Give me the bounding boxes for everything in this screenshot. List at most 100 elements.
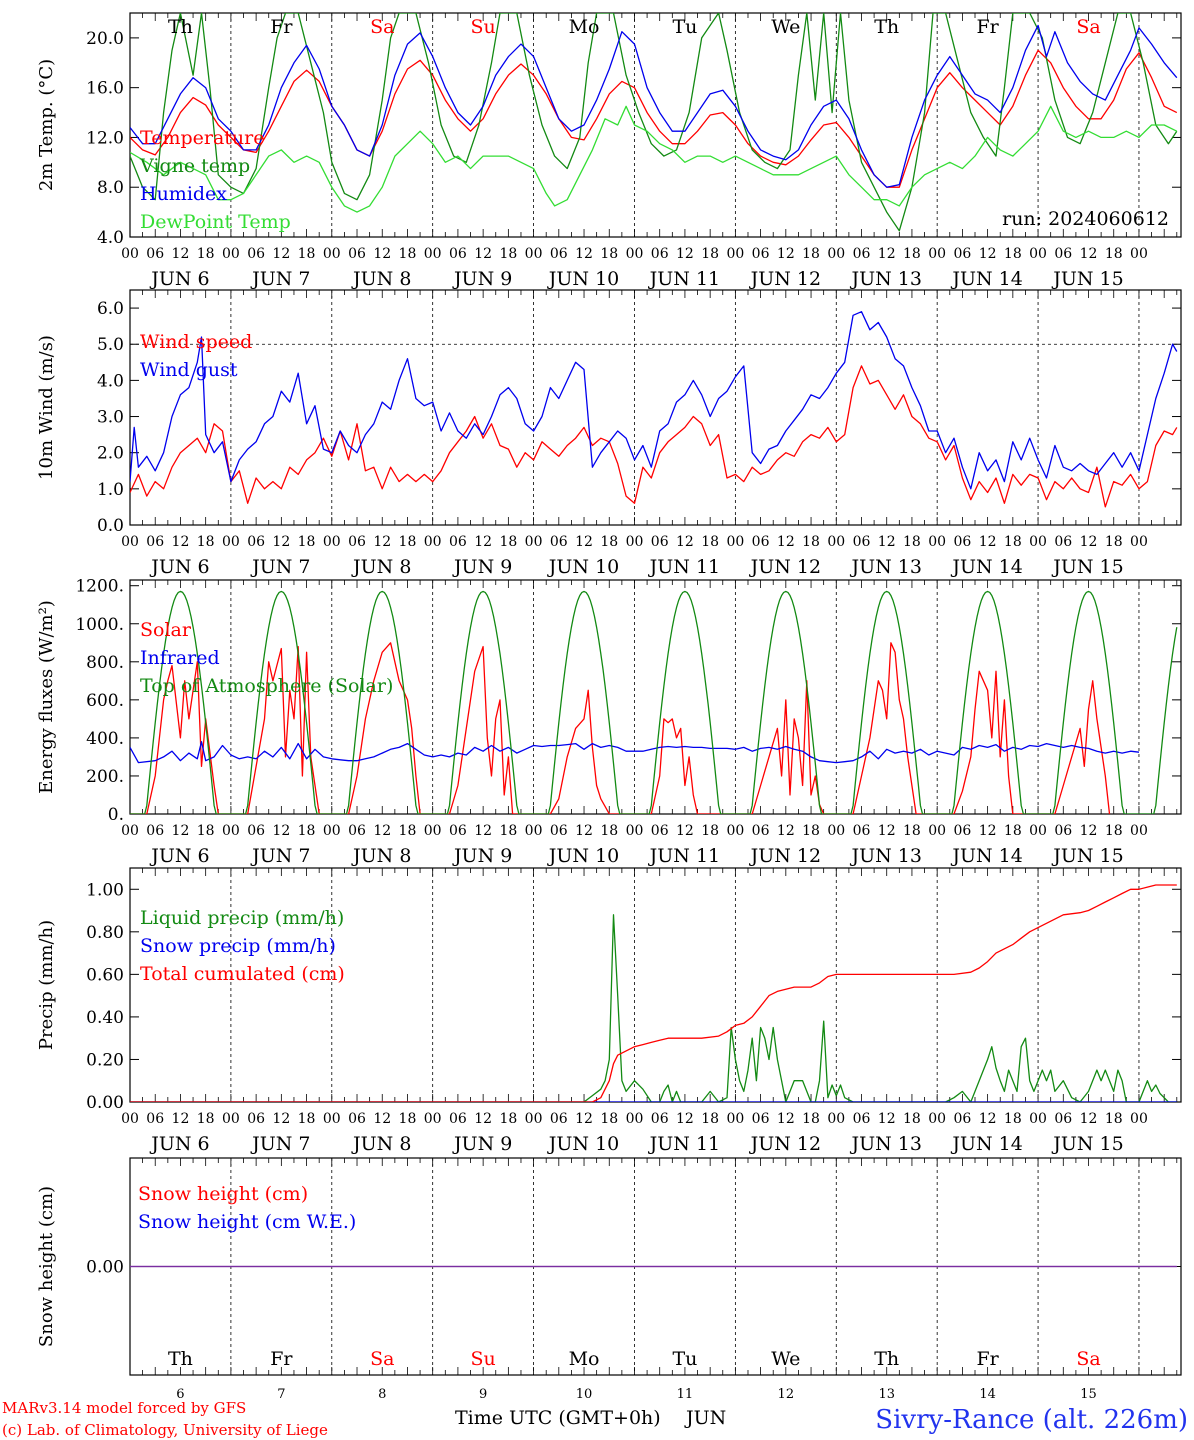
day-number-label: 7 [277,1387,285,1402]
hour-tick-label: 12 [272,534,290,550]
hour-tick-label: 00 [525,1111,543,1127]
date-tick-label: JUN 15 [1051,1133,1123,1155]
hour-tick-label: 12 [474,534,492,550]
series-line-vigne-temp [130,13,1178,232]
hour-tick-label: 06 [146,1111,164,1127]
hour-tick-label: 06 [550,246,568,262]
weekday-label: Tu [672,16,697,38]
weekday-label: Th [874,16,899,38]
y-axis-label: 10m Wind (m/s) [36,335,57,480]
y-tick-label: 600. [86,691,124,711]
plot-frame [129,867,1182,1103]
date-tick-label: JUN 15 [1051,268,1123,290]
hour-tick-label: 12 [979,823,997,839]
date-tick-label: JUN 12 [749,268,821,290]
hour-tick-label: 06 [953,823,971,839]
hour-tick-label: 06 [146,246,164,262]
series-line-dewpoint-temp [130,105,1178,213]
series-group [130,590,1178,814]
hour-tick-label: 06 [953,246,971,262]
plot-frame [129,12,1182,238]
date-tick-label: JUN 7 [250,556,310,578]
y-tick-label: 4.0 [97,228,124,248]
hour-tick-label: 18 [600,246,618,262]
hour-tick-label: 06 [449,534,467,550]
hour-tick-label: 12 [777,1111,795,1127]
legend-entry: Humidex [140,183,227,205]
hour-tick-label: 06 [348,1111,366,1127]
hour-tick-label: 06 [953,534,971,550]
y-tick-label: 0.60 [86,965,124,985]
hour-tick-label: 18 [399,534,417,550]
date-tick-label: JUN 13 [849,556,921,578]
hour-tick-label: 18 [903,1111,921,1127]
hour-tick-label: 12 [1080,246,1098,262]
weekday-label: Su [471,1348,496,1370]
hour-tick-label: 06 [550,534,568,550]
chart-panel-3: 0. 200. 400. 600. 800. 1000. 1200. Energy fluxe… [36,577,1182,867]
day-number-label: 8 [378,1387,386,1402]
hour-tick-label: 18 [399,246,417,262]
legend-entry: DewPoint Temp [140,211,291,233]
hour-tick-label: 12 [272,1111,290,1127]
hour-tick-label: 18 [1004,1111,1022,1127]
weekday-label: Mo [569,16,600,38]
hour-tick-label: 12 [575,246,593,262]
hour-tick-label: 12 [172,823,190,839]
hour-tick-label: 00 [1130,534,1148,550]
date-tick-label: JUN 11 [648,1133,720,1155]
hour-tick-label: 06 [752,1111,770,1127]
hour-tick-label: 12 [172,1111,190,1127]
hour-tick-label: 06 [1054,1111,1072,1127]
y-tick-label: 0.20 [86,1050,124,1070]
weekday-label: Th [874,1348,899,1370]
hour-tick-label: 06 [853,823,871,839]
hour-tick-label: 06 [651,246,669,262]
hour-tick-label: 06 [247,823,265,839]
hour-tick-label: 18 [701,534,719,550]
hour-tick-label: 06 [1054,246,1072,262]
hour-tick-label: 12 [878,534,896,550]
hour-tick-label: 18 [197,246,215,262]
hour-tick-label: 00 [323,823,341,839]
date-tick-label: JUN 11 [648,845,720,867]
hour-tick-label: 12 [979,534,997,550]
hour-tick-label: 12 [272,823,290,839]
hour-tick-label: 00 [726,1111,744,1127]
hour-tick-label: 12 [878,1111,896,1127]
y-tick-label: 0.00 [86,1093,124,1113]
y-tick-label: 20.0 [86,29,124,49]
date-tick-label: JUN 14 [950,268,1022,290]
hour-tick-label: 00 [323,1111,341,1127]
hour-tick-label: 12 [373,823,391,839]
legend-entry: Vigne temp [139,155,250,177]
y-axis-label: Snow height (cm) [36,1186,57,1347]
credit-line-1: MARv3.14 model forced by GFS [2,1399,246,1417]
series-group [130,311,1178,508]
hour-tick-label: 18 [600,823,618,839]
chart-panel-1: 4.0 8.0 12.0 16.0 20.0 2m Temp. (°C) Temperatu… [36,12,1182,290]
hour-tick-label: 00 [323,534,341,550]
date-tick-label: JUN 11 [648,268,720,290]
hour-tick-label: 06 [1054,534,1072,550]
y-tick-label: 0. [108,805,124,825]
day-number-label: 14 [979,1387,996,1402]
hour-tick-label: 18 [499,823,517,839]
hour-tick-label: 06 [1054,823,1072,839]
date-tick-label: JUN 15 [1051,556,1123,578]
series-line-temperature [130,49,1178,188]
hour-tick-label: 12 [474,246,492,262]
legend-entry: Snow height (cm W.E.) [138,1211,356,1233]
y-tick-label: 1.0 [97,480,124,500]
weekday-label: Sa [370,16,394,38]
hour-tick-label: 12 [1080,823,1098,839]
series-line-top-of-atmosphere-solar- [130,590,1178,814]
date-tick-label: JUN 9 [452,1133,512,1155]
station-title: Sivry-Rance (alt. 226m) [875,1405,1188,1435]
date-tick-label: JUN 8 [351,268,411,290]
y-tick-label: 3.0 [97,408,124,428]
hour-tick-label: 12 [474,1111,492,1127]
day-number-label: 12 [778,1387,795,1402]
hour-tick-label: 06 [651,534,669,550]
panels: 4.0 8.0 12.0 16.0 20.0 2m Temp. (°C) Temperatu… [36,12,1182,1402]
